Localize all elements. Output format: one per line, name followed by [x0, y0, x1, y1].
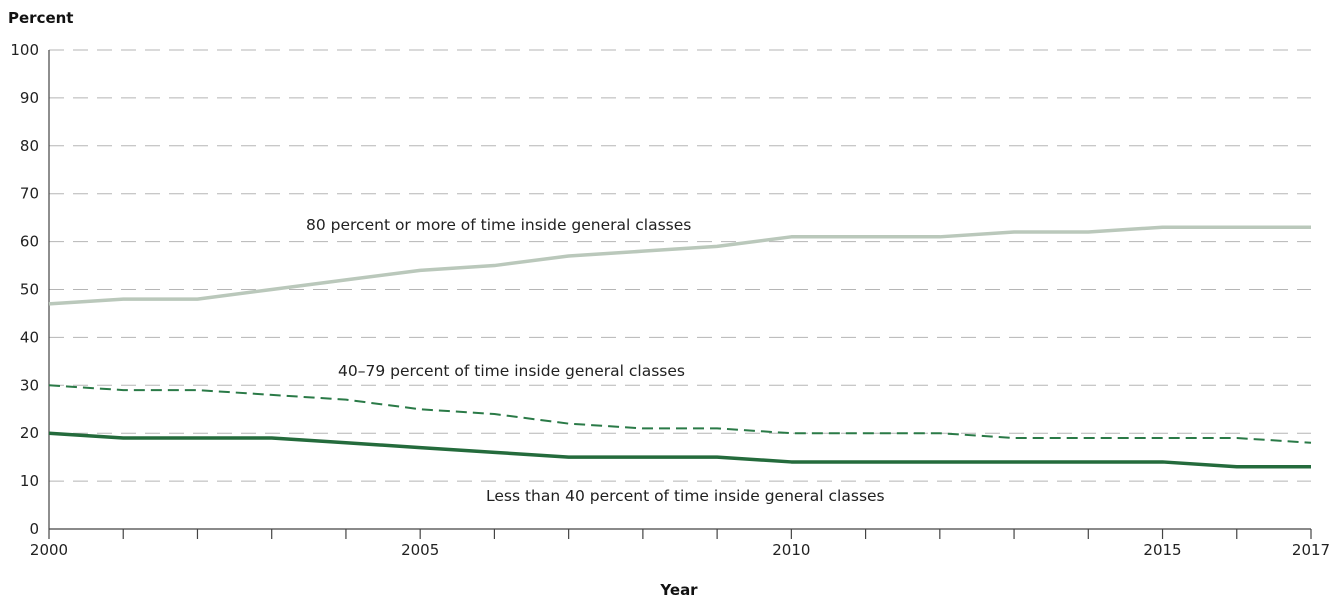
series-line-0 [49, 227, 1311, 304]
y-tick-label: 70 [20, 185, 39, 203]
series-label-40-79: 40–79 percent of time inside general cla… [338, 362, 685, 380]
x-tick-label: 2015 [1143, 541, 1181, 559]
y-tick-label: 80 [20, 137, 39, 155]
x-tick-label: 2017 [1292, 541, 1330, 559]
series-line-1 [49, 385, 1311, 442]
y-tick-label: 40 [20, 328, 39, 346]
y-axis-ticks: 0 10 20 30 40 50 60 70 80 90 100 [10, 41, 39, 538]
y-tick-label: 30 [20, 376, 39, 394]
y-tick-label: 100 [10, 41, 39, 59]
y-tick-label: 10 [20, 472, 39, 490]
series-label-less-40: Less than 40 percent of time inside gene… [486, 487, 885, 505]
series-lines [49, 227, 1311, 467]
gridlines [49, 50, 1311, 481]
y-tick-label: 20 [20, 424, 39, 442]
y-axis-title: Percent [8, 9, 73, 27]
x-tick-label: 2000 [30, 541, 68, 559]
x-tick-label: 2005 [401, 541, 439, 559]
x-axis-title: Year [659, 581, 698, 599]
y-tick-label: 90 [20, 89, 39, 107]
x-tick-label: 2010 [772, 541, 810, 559]
series-label-80-plus: 80 percent or more of time inside genera… [306, 216, 691, 234]
y-tick-label: 50 [20, 281, 39, 299]
y-tick-label: 60 [20, 233, 39, 251]
x-axis: 2000 2005 2010 2015 2017 [30, 50, 1330, 559]
y-tick-label: 0 [29, 520, 39, 538]
